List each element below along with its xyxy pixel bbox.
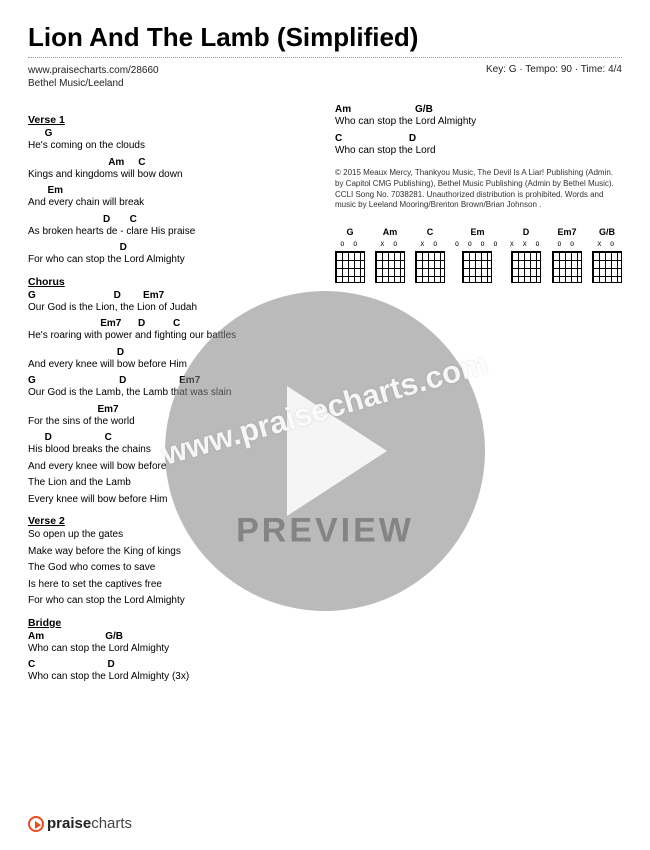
play-circle-icon — [28, 816, 44, 832]
chord-diagram: DX X O — [510, 227, 542, 283]
sub-header: www.praisecharts.com/28660 Bethel Music/… — [28, 64, 622, 90]
footer-brand-light: charts — [91, 815, 132, 832]
right-column: Am G/B Who can stop the Lord Almighty C D… — [335, 104, 622, 688]
section-heading: Verse 2 — [28, 515, 315, 527]
dotted-rule — [28, 54, 622, 58]
chord-diagram: CX O — [415, 227, 445, 283]
lyric-line: Am G/B Who can stop the Lord Almighty — [28, 631, 315, 655]
lyric-line: Em7For the sins of the world — [28, 404, 315, 428]
chord-diagram: GO O — [335, 227, 365, 283]
lyric-line: C D Who can stop the Lord Almighty (3x) — [28, 659, 315, 683]
lyric-line: The Lion and the Lamb — [28, 477, 315, 489]
lyric-line: C D Who can stop the Lord — [335, 133, 622, 157]
chord-diagram: G/BX O — [592, 227, 622, 283]
lyric-line: Make way before the King of kings — [28, 546, 315, 558]
lyric-line: DFor who can stop the Lord Almighty — [28, 242, 315, 266]
section-heading: Bridge — [28, 617, 315, 629]
footer-logo: praisecharts — [28, 815, 132, 832]
song-meta: Key: G · Tempo: 90 · Time: 4/4 — [486, 64, 622, 90]
left-column: Verse 1 GHe's coming on the clouds Am CK… — [28, 104, 315, 688]
lyric-line: And every knee will bow before — [28, 461, 315, 473]
lyric-line: Em7 D CHe's roaring with power and fight… — [28, 318, 315, 342]
footer-brand-bold: praise — [47, 815, 91, 832]
lyric-line: Every knee will bow before Him — [28, 494, 315, 506]
chord-diagram: EmO O O O — [455, 227, 500, 283]
section-heading: Chorus — [28, 276, 315, 288]
chord-diagrams: GO O AmX O CX O EmO O O O DX X O Em7O O G/BX O — [335, 227, 622, 283]
lyric-line: G D Em7 Our God is the Lamb, the Lamb th… — [28, 375, 315, 399]
lyric-line: Is here to set the captives free — [28, 579, 315, 591]
chord-diagram: AmX O — [375, 227, 405, 283]
lyric-line: D CHis blood breaks the chains — [28, 432, 315, 456]
lyric-line: DAnd every knee will bow before Him — [28, 347, 315, 371]
source-url: www.praisecharts.com/28660 — [28, 64, 159, 77]
artist: Bethel Music/Leeland — [28, 77, 159, 90]
lyric-line: Am G/B Who can stop the Lord Almighty — [335, 104, 622, 128]
lyric-line: EmAnd every chain will break — [28, 185, 315, 209]
lyric-line: For who can stop the Lord Almighty — [28, 595, 315, 607]
chord-diagram: Em7O O — [552, 227, 582, 283]
lyric-line: Am CKings and kingdoms will bow down — [28, 157, 315, 181]
lyric-line: So open up the gates — [28, 529, 315, 541]
lyric-line: G D Em7 Our God is the Lion, the Lion of… — [28, 290, 315, 314]
lyric-line: GHe's coming on the clouds — [28, 128, 315, 152]
section-heading: Verse 1 — [28, 114, 315, 126]
lyric-line: The God who comes to save — [28, 562, 315, 574]
lyric-line: D CAs broken hearts de - clare His prais… — [28, 214, 315, 238]
copyright: © 2015 Meaux Mercy, Thankyou Music, The … — [335, 168, 622, 211]
page-title: Lion And The Lamb (Simplified) — [28, 22, 622, 53]
